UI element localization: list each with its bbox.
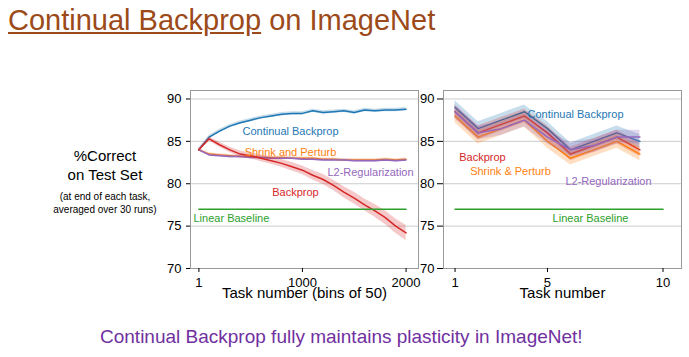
- html-text:Continual Backprop fully maint: Continual Backprop fully maintains plast…: [100, 326, 583, 347]
- html-text:on Test Set: on Test Set: [67, 166, 143, 183]
- svg-text:1: 1: [451, 275, 458, 290]
- svg-text:Task number (bins of 50): Task number (bins of 50): [222, 284, 387, 301]
- svg-text:75: 75: [167, 218, 181, 233]
- svg-text:Linear Baseline: Linear Baseline: [194, 212, 270, 224]
- svg-text:90: 90: [167, 91, 181, 106]
- svg-text:2000: 2000: [392, 275, 421, 290]
- svg-text:Continual Backprop: Continual Backprop: [242, 125, 338, 137]
- svg-text:Backprop: Backprop: [459, 151, 505, 163]
- svg-text:Shrink and Perturb: Shrink and Perturb: [245, 146, 337, 158]
- html-text:averaged over 30 runs): averaged over 30 runs): [53, 204, 157, 215]
- html-text:%Correct: %Correct: [73, 147, 137, 164]
- svg-text:Backprop: Backprop: [272, 186, 318, 198]
- svg-text:1000: 1000: [288, 274, 317, 290]
- svg-text:70: 70: [420, 261, 434, 276]
- svg-text:75: 75: [420, 218, 434, 233]
- svg-text:85: 85: [420, 134, 434, 149]
- html-text:Continual Backprop on ImageNet: Continual Backprop on ImageNet: [8, 4, 436, 36]
- svg-text:85: 85: [167, 134, 181, 149]
- svg-text:Linear Baseline: Linear Baseline: [553, 212, 629, 224]
- svg-text:80: 80: [167, 176, 181, 191]
- svg-text:1: 1: [195, 275, 202, 290]
- svg-text:L2-Regularization: L2-Regularization: [565, 175, 651, 187]
- svg-text:Task number: Task number: [520, 284, 606, 301]
- svg-text:Continual Backprop: Continual Backprop: [527, 108, 623, 120]
- svg-text:L2-Regularization: L2-Regularization: [327, 166, 413, 178]
- svg-text:5: 5: [543, 274, 552, 290]
- svg-text:90: 90: [420, 91, 434, 106]
- html-text:(at end of each task,: (at end of each task,: [59, 191, 151, 202]
- svg-text:70: 70: [167, 261, 181, 276]
- svg-text:80: 80: [420, 176, 434, 191]
- svg-text:Shrink & Perturb: Shrink & Perturb: [470, 165, 551, 177]
- svg-text:10: 10: [656, 275, 670, 290]
